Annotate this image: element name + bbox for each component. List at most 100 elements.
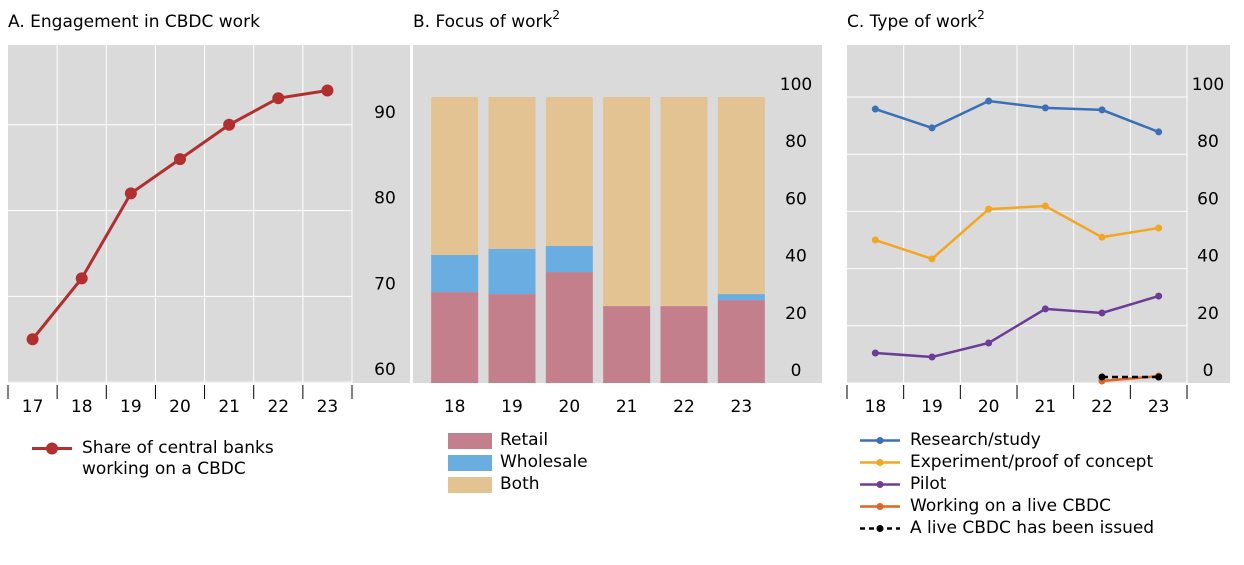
plot-area — [847, 45, 1230, 383]
panel-title: C. Type of work2 — [847, 8, 985, 33]
bar-segment — [431, 292, 479, 383]
point — [928, 124, 936, 132]
y-tick-label: 100 — [780, 75, 812, 95]
legend-item: Research/study — [858, 430, 1210, 451]
bar-segment — [488, 248, 536, 295]
legend-item: Share of central banks working on a CBDC — [30, 438, 302, 480]
plot-area — [8, 45, 410, 383]
swatch-box — [448, 455, 492, 471]
point — [1098, 309, 1106, 317]
point — [871, 105, 879, 113]
y-tick-label: 60 — [374, 360, 396, 380]
y-tick-label: 70 — [374, 274, 396, 294]
point — [174, 153, 186, 166]
bar-segment — [660, 97, 708, 307]
legend-swatch — [858, 474, 902, 495]
point — [1155, 373, 1163, 381]
legend-swatch — [858, 518, 902, 539]
legend-swatch — [448, 452, 492, 473]
bar-segment — [603, 306, 651, 383]
bar-segment — [488, 294, 536, 383]
legend-item: Experiment/proof of concept — [858, 452, 1210, 473]
legend-label: Working on a live CBDC — [910, 496, 1112, 516]
title-text: B. Focus of work — [413, 12, 553, 32]
legend-item: Retail — [448, 430, 800, 451]
swatch-dot — [876, 481, 884, 488]
y-tick-label: 90 — [374, 103, 396, 123]
point — [1041, 202, 1049, 210]
bar-segment — [488, 97, 536, 249]
bar-segment — [717, 300, 765, 383]
swatch-dot — [876, 503, 884, 510]
series-line — [1101, 374, 1159, 383]
point — [1098, 373, 1106, 381]
swatch-dot — [46, 442, 58, 455]
point — [272, 92, 285, 105]
x-tick-label: 20 — [169, 397, 191, 417]
point — [75, 272, 88, 285]
swatch-icon — [860, 503, 900, 510]
bar-segment — [545, 246, 593, 273]
y-tick-label: 100 — [1192, 75, 1224, 95]
legend-swatch — [858, 496, 902, 517]
point — [1098, 106, 1106, 114]
y-tick-label: 80 — [374, 189, 396, 209]
title-note: 2 — [977, 8, 985, 22]
x-tick-label: 18 — [444, 397, 466, 417]
legend-label: Pilot — [910, 474, 947, 494]
legend-label: Retail — [500, 430, 549, 450]
swatch-dot — [876, 459, 884, 466]
legend-swatch — [858, 452, 902, 473]
panel-title: B. Focus of work2 — [413, 8, 560, 33]
point — [1155, 224, 1163, 232]
y-tick-label: 20 — [785, 304, 807, 324]
bar-segment — [603, 97, 651, 307]
swatch-box — [448, 477, 492, 493]
swatch-box — [448, 433, 492, 449]
x-tick-label: 21 — [1035, 397, 1057, 417]
point — [1041, 305, 1049, 313]
x-tick-label: 23 — [1148, 397, 1170, 417]
point — [985, 339, 993, 347]
bar-segment — [717, 97, 765, 295]
point — [928, 255, 936, 263]
point — [871, 349, 879, 357]
y-tick-label: 60 — [785, 189, 807, 209]
swatch-dot — [876, 525, 884, 532]
x-tick-label: 18 — [71, 397, 93, 417]
x-tick-label: 19 — [501, 397, 523, 417]
y-tick-label: 60 — [1197, 189, 1219, 209]
x-tick-label: 21 — [616, 397, 638, 417]
x-tick-label: 22 — [673, 397, 695, 417]
point — [871, 236, 879, 244]
legend-swatch — [30, 438, 74, 459]
x-tick-label: 19 — [921, 397, 943, 417]
x-tick-label: 23 — [317, 397, 339, 417]
swatch-icon — [32, 442, 72, 455]
title-text: A. Engagement in CBDC work — [8, 12, 260, 32]
legend-item: Both — [448, 474, 800, 495]
bar-segment — [431, 97, 479, 255]
point — [26, 333, 39, 346]
x-tick-label: 17 — [22, 397, 44, 417]
bar-segment — [717, 294, 765, 301]
x-tick-label: 22 — [1091, 397, 1113, 417]
x-tick-label: 20 — [559, 397, 581, 417]
point — [223, 118, 236, 131]
legend-label: A live CBDC has been issued — [910, 518, 1155, 538]
legend-swatch — [858, 430, 902, 451]
x-tick-label: 22 — [267, 397, 289, 417]
bar-segment — [545, 97, 593, 247]
point — [928, 353, 936, 361]
series-line — [874, 204, 1159, 261]
point — [1155, 292, 1163, 300]
x-tick-label: 19 — [120, 397, 142, 417]
point — [985, 97, 993, 105]
point — [124, 187, 137, 200]
point — [985, 205, 993, 213]
y-tick-label: 80 — [785, 132, 807, 152]
legend-item: Wholesale — [448, 452, 800, 473]
point — [1098, 233, 1106, 241]
swatch-icon — [860, 459, 900, 466]
